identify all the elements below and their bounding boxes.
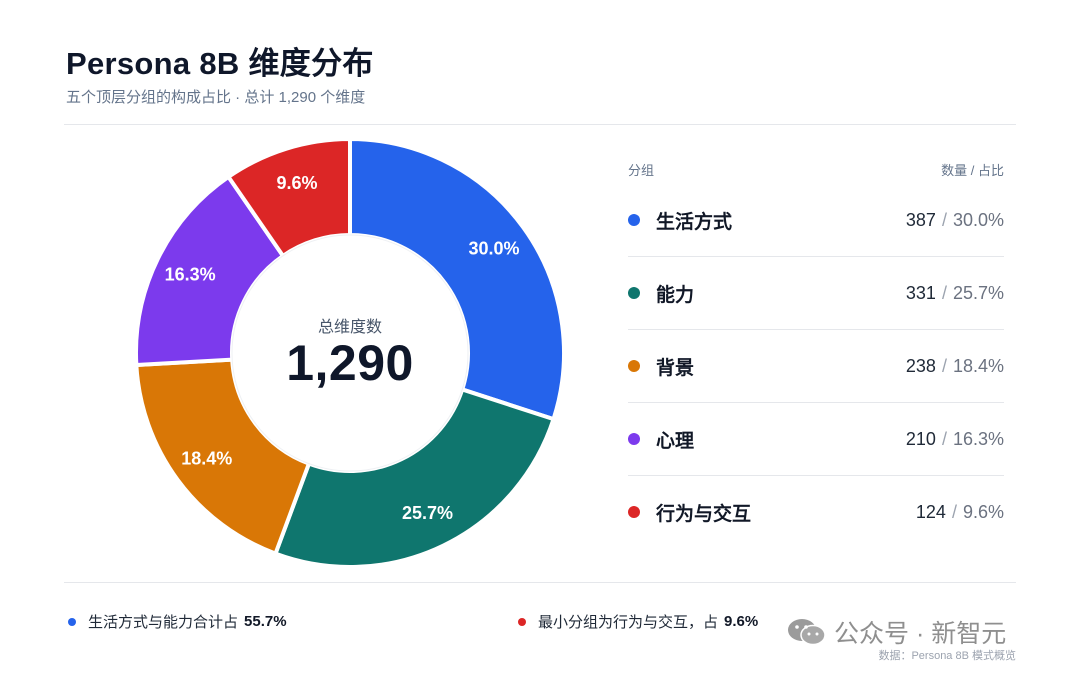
slice-label-3: 18.4% — [181, 449, 232, 469]
legend-count: 238 — [905, 355, 936, 376]
legend-col-value: 数量 / 占比 — [941, 163, 1004, 178]
page-title: Persona 8B 维度分布 — [66, 46, 374, 81]
legend-separator: / — [941, 282, 947, 303]
legend-separator: / — [951, 501, 957, 522]
slice-label-1: 30.0% — [468, 238, 519, 258]
legend-name: 心理 — [656, 430, 695, 452]
legend-value: 238/18.4% — [906, 356, 1004, 377]
footer-note-1: 生活方式与能力合计占 55.7% — [68, 611, 287, 632]
legend-name: 行为与交互 — [656, 503, 752, 525]
legend-dot — [628, 506, 640, 518]
slice-label-5: 9.6% — [277, 173, 318, 193]
legend-percent: 9.6% — [962, 501, 1004, 522]
legend-count: 210 — [905, 428, 936, 449]
legend: 分组 数量 / 占比 生活方式 387/30.0% 能力 331/25.7% 背景 238… — [628, 160, 1004, 548]
footer-dot-2 — [518, 617, 526, 626]
legend-separator: / — [941, 209, 947, 230]
legend-percent: 30.0% — [952, 209, 1004, 230]
center-label: 总维度数 — [317, 319, 382, 336]
legend-percent: 25.7% — [952, 282, 1004, 303]
page-subtitle: 五个顶层分组的构成占比 · 总计 1,290 个维度 — [66, 89, 366, 106]
legend-value: 210/16.3% — [906, 429, 1004, 450]
wechat-icon — [788, 619, 826, 646]
divider-bottom — [64, 582, 1016, 583]
divider-top — [64, 124, 1016, 125]
legend-dot — [628, 433, 640, 445]
legend-count: 331 — [905, 282, 936, 303]
legend-name: 能力 — [656, 284, 695, 306]
legend-count: 124 — [915, 501, 946, 522]
legend-row: 生活方式 387/30.0% — [628, 184, 1004, 257]
legend-row: 背景 238/18.4% — [628, 330, 1004, 403]
legend-percent: 18.4% — [952, 355, 1004, 376]
legend-row-left: 背景 — [628, 353, 694, 380]
center-value: 1,290 — [286, 335, 414, 391]
legend-separator: / — [941, 355, 947, 376]
legend-col-group: 分组 — [628, 163, 655, 178]
legend-row: 行为与交互 124/9.6% — [628, 476, 1004, 548]
footer-note-1-text: 生活方式与能力合计占 — [88, 614, 239, 631]
legend-value: 331/25.7% — [906, 283, 1004, 304]
legend-row-left: 生活方式 — [628, 207, 732, 234]
legend-percent: 16.3% — [952, 428, 1004, 449]
footer-note-2-text: 最小分组为行为与交互，占 — [538, 614, 719, 631]
legend-row: 能力 331/25.7% — [628, 257, 1004, 330]
slice-label-2: 25.7% — [402, 503, 453, 523]
legend-dot — [628, 287, 640, 299]
legend-name: 背景 — [656, 357, 695, 379]
legend-header: 分组 数量 / 占比 — [628, 160, 1004, 184]
legend-dot — [628, 214, 640, 226]
watermark: 公众号 · 新智元 — [786, 614, 1006, 650]
donut-hole — [231, 234, 469, 472]
legend-name: 生活方式 — [656, 211, 733, 233]
footer-dot-1 — [68, 617, 76, 626]
source-note: 数据：Persona 8B 模式概览 — [878, 650, 1016, 662]
slice-label-4: 16.3% — [165, 265, 216, 285]
legend-row-left: 行为与交互 — [628, 499, 751, 526]
donut-chart: 30.0% 25.7% 18.4% 16.3% 9.6% — [134, 137, 566, 569]
legend-separator: / — [941, 428, 947, 449]
watermark-text: 公众号 · 新智元 — [834, 620, 1007, 648]
legend-count: 387 — [905, 209, 936, 230]
legend-dot — [628, 360, 640, 372]
legend-row-left: 能力 — [628, 280, 694, 307]
footer-note-1-value: 55.7% — [244, 613, 287, 630]
legend-row: 心理 210/16.3% — [628, 403, 1004, 476]
legend-value: 124/9.6% — [916, 502, 1004, 523]
legend-value: 387/30.0% — [906, 210, 1004, 231]
footer-note-2-value: 9.6% — [724, 613, 759, 630]
footer-note-2: 最小分组为行为与交互，占 9.6% — [518, 611, 758, 632]
legend-row-left: 心理 — [628, 426, 694, 453]
